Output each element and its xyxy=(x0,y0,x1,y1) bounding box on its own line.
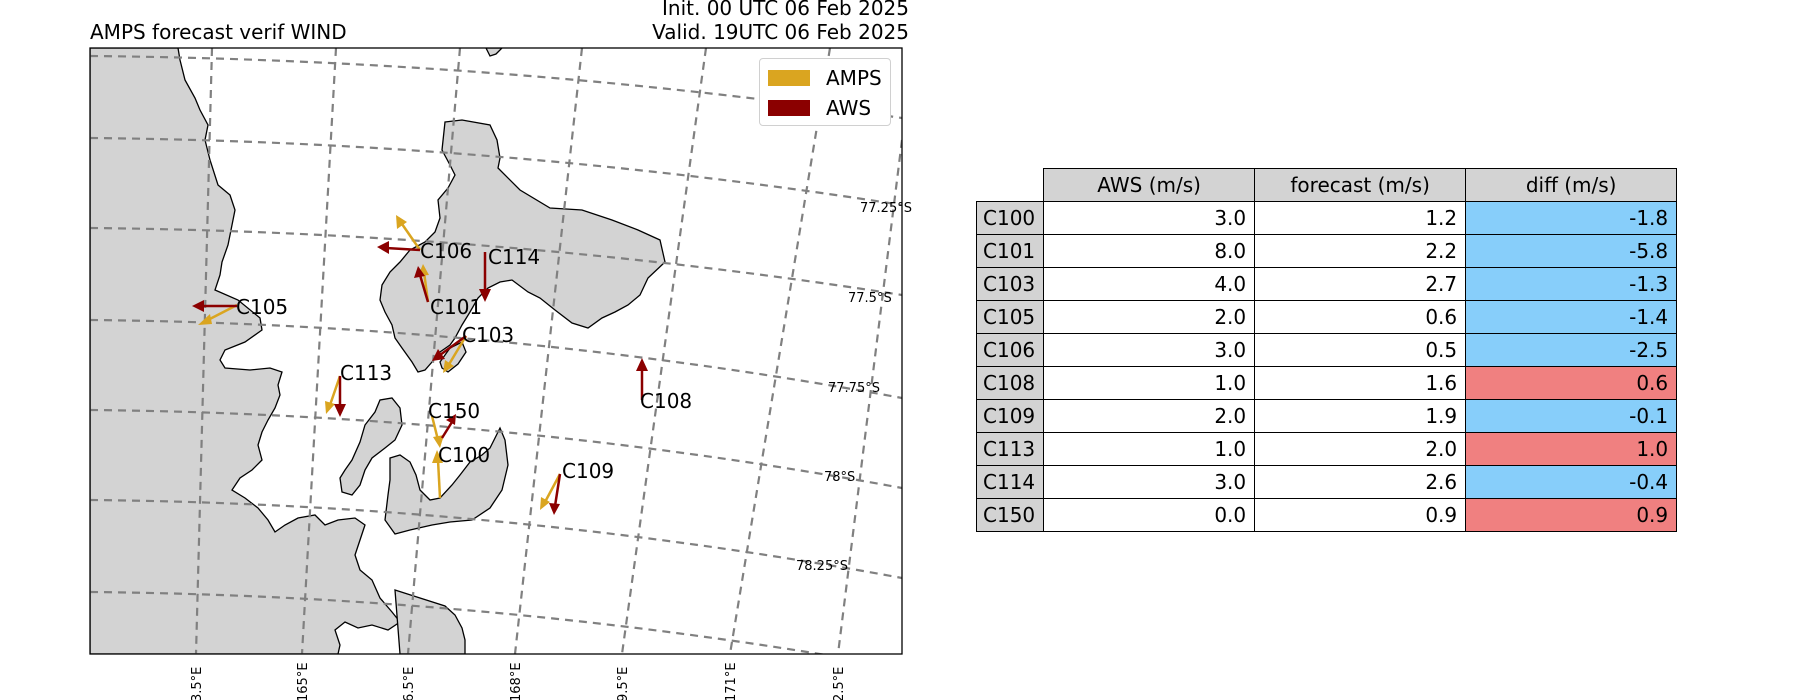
lon-label-9-5: 9.5°E xyxy=(616,667,631,700)
station-label-c114: C114 xyxy=(488,245,540,269)
longitude-gridlines xyxy=(194,48,902,654)
forecast-times: Init. 00 UTC 06 Feb 2025 Valid. 19UTC 06… xyxy=(652,0,909,44)
lon-label-6-5: 6.5°E xyxy=(402,667,417,700)
table-header-row: AWS (m/s) forecast (m/s) diff (m/s) xyxy=(976,168,1678,202)
lat-label-77-25: 77.25°S xyxy=(860,201,912,216)
station-id-cell: C108 xyxy=(975,366,1045,400)
init-time: Init. 00 UTC 06 Feb 2025 xyxy=(662,0,909,20)
forecast-value-cell: 2.7 xyxy=(1254,267,1467,301)
diff-value-cell: -5.8 xyxy=(1465,234,1678,268)
aws-value-cell: 8.0 xyxy=(1043,234,1256,268)
diff-value-cell: 0.6 xyxy=(1465,366,1678,400)
legend-swatch-amps xyxy=(768,70,810,86)
diff-value-cell: -1.3 xyxy=(1465,267,1678,301)
table-row: C103 4.0 2.7 -1.3 xyxy=(975,267,1678,301)
legend-swatch-aws xyxy=(768,100,810,116)
aws-value-cell: 3.0 xyxy=(1043,201,1256,235)
legend-label-amps: AMPS xyxy=(826,66,882,90)
valid-time: Valid. 19UTC 06 Feb 2025 xyxy=(652,20,909,44)
land-island-south xyxy=(384,426,509,535)
lon-label-165: 165°E xyxy=(296,662,311,700)
station-id-cell: C150 xyxy=(975,498,1045,532)
land-top-sliver xyxy=(485,48,503,57)
lat-label-77-75: 77.75°S xyxy=(828,381,880,396)
header-forecast: forecast (m/s) xyxy=(1254,168,1467,202)
table-row: C105 2.0 0.6 -1.4 xyxy=(975,300,1678,334)
forecast-value-cell: 0.6 xyxy=(1254,300,1467,334)
diff-value-cell: -0.4 xyxy=(1465,465,1678,499)
station-label-c100: C100 xyxy=(438,443,490,467)
legend-item-amps: AMPS xyxy=(768,65,882,91)
forecast-value-cell: 1.2 xyxy=(1254,201,1467,235)
forecast-value-cell: 1.9 xyxy=(1254,399,1467,433)
aws-value-cell: 1.0 xyxy=(1043,366,1256,400)
diff-value-cell: -1.8 xyxy=(1465,201,1678,235)
wind-vectors xyxy=(192,215,648,515)
table-row: C114 3.0 2.6 -0.4 xyxy=(975,465,1678,499)
map-frame xyxy=(89,47,903,655)
map-legend: AMPS AWS xyxy=(759,58,891,126)
forecast-value-cell: 2.6 xyxy=(1254,465,1467,499)
lat-label-78: 78°S xyxy=(824,470,855,485)
lon-label-2-5: 2.5°E xyxy=(832,667,847,700)
station-id-cell: C103 xyxy=(975,267,1045,301)
forecast-value-cell: 2.2 xyxy=(1254,234,1467,268)
station-label-c108: C108 xyxy=(640,389,692,413)
station-id-cell: C100 xyxy=(975,201,1045,235)
station-id-cell: C113 xyxy=(975,432,1045,466)
table-row: C109 2.0 1.9 -0.1 xyxy=(975,399,1678,433)
forecast-value-cell: 0.9 xyxy=(1254,498,1467,532)
table-row: C113 1.0 2.0 1.0 xyxy=(975,432,1678,466)
lon-label-168: 168°E xyxy=(509,662,524,700)
aws-value-cell: 2.0 xyxy=(1043,300,1256,334)
station-label-c150: C150 xyxy=(428,399,480,423)
aws-value-cell: 1.0 xyxy=(1043,432,1256,466)
table-body: C100 3.0 1.2 -1.8 C101 8.0 2.2 -5.8 C103 4.0 2.7 -1… xyxy=(975,201,1678,532)
diff-value-cell: 0.9 xyxy=(1465,498,1678,532)
aws-value-cell: 3.0 xyxy=(1043,333,1256,367)
station-id-cell: C105 xyxy=(975,300,1045,334)
lon-label-3-5: 3.5°E xyxy=(190,667,205,700)
lat-label-78-25: 78.25°S xyxy=(796,559,848,574)
table-row: C108 1.0 1.6 0.6 xyxy=(975,366,1678,400)
table-row: C101 8.0 2.2 -5.8 xyxy=(975,234,1678,268)
station-id-cell: C109 xyxy=(975,399,1045,433)
forecast-value-cell: 1.6 xyxy=(1254,366,1467,400)
map-title: AMPS forecast verif WIND xyxy=(90,20,347,44)
station-id-cell: C101 xyxy=(975,234,1045,268)
diff-value-cell: -1.4 xyxy=(1465,300,1678,334)
station-id-cell: C106 xyxy=(975,333,1045,367)
diff-value-cell: -0.1 xyxy=(1465,399,1678,433)
land-west xyxy=(90,48,401,654)
table-row: C106 3.0 0.5 -2.5 xyxy=(975,333,1678,367)
header-corner xyxy=(976,168,1044,202)
station-label-c109: C109 xyxy=(562,459,614,483)
station-id-cell: C114 xyxy=(975,465,1045,499)
station-label-c105: C105 xyxy=(236,295,288,319)
header-aws: AWS (m/s) xyxy=(1043,168,1256,202)
table-row: C150 0.0 0.9 0.9 xyxy=(975,498,1678,532)
header-diff: diff (m/s) xyxy=(1465,168,1678,202)
forecast-value-cell: 2.0 xyxy=(1254,432,1467,466)
legend-label-aws: AWS xyxy=(826,96,872,120)
station-label-c101: C101 xyxy=(430,295,482,319)
diff-value-cell: 1.0 xyxy=(1465,432,1678,466)
aws-value-cell: 3.0 xyxy=(1043,465,1256,499)
aws-value-cell: 2.0 xyxy=(1043,399,1256,433)
lon-label-171: 171°E xyxy=(724,662,739,700)
legend-item-aws: AWS xyxy=(768,95,871,121)
aws-value-cell: 0.0 xyxy=(1043,498,1256,532)
forecast-value-cell: 0.5 xyxy=(1254,333,1467,367)
verification-table: AWS (m/s) forecast (m/s) diff (m/s) C100… xyxy=(975,168,1678,532)
station-label-c103: C103 xyxy=(462,323,514,347)
station-label-c113: C113 xyxy=(340,361,392,385)
aws-value-cell: 4.0 xyxy=(1043,267,1256,301)
station-label-c106: C106 xyxy=(420,239,472,263)
diff-value-cell: -2.5 xyxy=(1465,333,1678,367)
table-row: C100 3.0 1.2 -1.8 xyxy=(975,201,1678,235)
lat-label-77-5: 77.5°S xyxy=(848,291,892,306)
